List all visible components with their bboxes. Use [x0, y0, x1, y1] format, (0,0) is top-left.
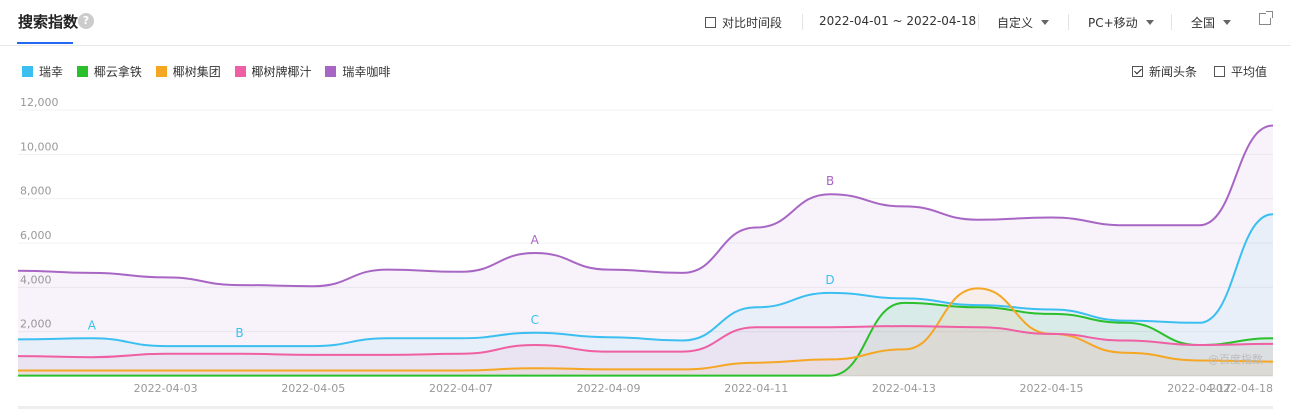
series-lines [17, 124, 1274, 377]
legend-label: 椰树集团 [172, 65, 221, 79]
date-range-picker[interactable]: 2022-04-01 ~ 2022-04-18 [819, 14, 977, 28]
y-tick-label: 2,000 [20, 318, 52, 331]
device-dropdown[interactable]: PC+移动 [1088, 14, 1154, 31]
divider [802, 14, 803, 30]
legend-item-3[interactable]: 椰树牌椰汁 [234, 63, 312, 80]
news-annotations: A B C D A B [88, 174, 835, 340]
x-tick-label: 2022-04-15 [1020, 382, 1084, 395]
series-area-1 [18, 302, 1273, 376]
legend-label: 瑞幸 [39, 65, 64, 79]
annotation-marker[interactable]: D [825, 273, 834, 287]
help-icon[interactable]: ? [78, 13, 94, 29]
annotation-marker[interactable]: A [88, 318, 97, 332]
divider [978, 14, 979, 30]
news-label: 新闻头条 [1149, 65, 1198, 79]
top-bar: 搜索指数 ? 对比时间段 2022-04-01 ~ 2022-04-18 自定义… [0, 0, 1291, 46]
x-tick-label: 2022-04-07 [429, 382, 493, 395]
chevron-down-icon [1145, 20, 1154, 25]
legend-item-0[interactable]: 瑞幸 [22, 63, 63, 80]
legend-swatch [155, 66, 167, 77]
chevron-down-icon [1223, 20, 1232, 25]
legend-label: 瑞幸咖啡 [342, 65, 391, 79]
series-line-1[interactable] [18, 301, 1274, 377]
series-area-4 [18, 125, 1273, 376]
custom-label: 自定义 [997, 16, 1034, 30]
compare-checkbox[interactable] [705, 17, 716, 28]
x-tick-label: 2022-04-13 [872, 382, 936, 395]
chevron-down-icon [1041, 20, 1050, 25]
title-underline [17, 42, 73, 44]
annotation-marker[interactable]: C [531, 313, 539, 327]
watermark: @百度指数 [1208, 352, 1263, 366]
x-tick-label: 2022-04-18 [1209, 382, 1273, 395]
y-tick-label: 12,000 [20, 96, 59, 109]
series-area-0 [18, 214, 1273, 376]
divider [1068, 14, 1069, 30]
average-label: 平均值 [1231, 65, 1268, 79]
y-tick-label: 10,000 [20, 140, 59, 153]
chart-scrollbar[interactable] [18, 406, 1273, 409]
legend-item-1[interactable]: 椰云拿铁 [76, 63, 142, 80]
grid-lines [18, 109, 1273, 377]
divider [1171, 14, 1172, 30]
legend-item-2[interactable]: 椰树集团 [155, 63, 221, 80]
compare-period-toggle[interactable]: 对比时间段 [705, 14, 782, 31]
region-dropdown[interactable]: 全国 [1191, 14, 1232, 31]
custom-range-dropdown[interactable]: 自定义 [997, 14, 1050, 31]
legend-swatch [76, 66, 88, 77]
series-area-3 [18, 326, 1273, 376]
y-tick-label: 8,000 [20, 185, 52, 198]
annotation-marker[interactable]: B [235, 326, 243, 340]
average-toggle[interactable]: 平均值 [1214, 63, 1267, 80]
series-line-3[interactable] [17, 325, 1274, 359]
annotation-marker[interactable]: A [531, 233, 540, 247]
device-label: PC+移动 [1088, 16, 1138, 30]
x-tick-label: 2022-04-17 [1167, 382, 1231, 395]
chart-legend: 瑞幸 椰云拿铁 椰树集团 椰树牌椰汁 瑞幸咖啡 [22, 63, 400, 80]
series-line-4[interactable] [17, 124, 1274, 288]
y-tick-label: 6,000 [20, 229, 52, 242]
series-areas [18, 125, 1273, 376]
x-axis-ticks: 2022-04-03 2022-04-05 2022-04-07 2022-04-09… [134, 382, 1273, 395]
share-icon[interactable] [1259, 11, 1273, 25]
legend-swatch [22, 66, 33, 77]
x-tick-label: 2022-04-11 [724, 382, 788, 395]
region-label: 全国 [1191, 16, 1216, 30]
news-headline-toggle[interactable]: 新闻头条 [1132, 63, 1197, 80]
average-checkbox[interactable] [1214, 66, 1225, 77]
x-tick-label: 2022-04-03 [134, 382, 198, 395]
legend-swatch [325, 66, 337, 77]
y-axis-ticks: 2,000 4,000 6,000 8,000 10,000 12,000 [20, 96, 59, 331]
news-checkbox[interactable] [1132, 66, 1143, 77]
series-line-0[interactable] [17, 213, 1274, 348]
x-tick-label: 2022-04-09 [577, 382, 641, 395]
legend-item-4[interactable]: 瑞幸咖啡 [325, 63, 390, 80]
page-title[interactable]: 搜索指数 [18, 13, 79, 31]
series-area-2 [18, 288, 1273, 376]
x-tick-label: 2022-04-05 [281, 382, 345, 395]
y-tick-label: 4,000 [20, 273, 52, 286]
annotation-marker[interactable]: B [826, 174, 834, 188]
compare-label: 对比时间段 [722, 16, 783, 30]
legend-swatch [234, 66, 246, 77]
legend-label: 椰云拿铁 [93, 65, 142, 79]
legend-label: 椰树牌椰汁 [251, 65, 312, 79]
